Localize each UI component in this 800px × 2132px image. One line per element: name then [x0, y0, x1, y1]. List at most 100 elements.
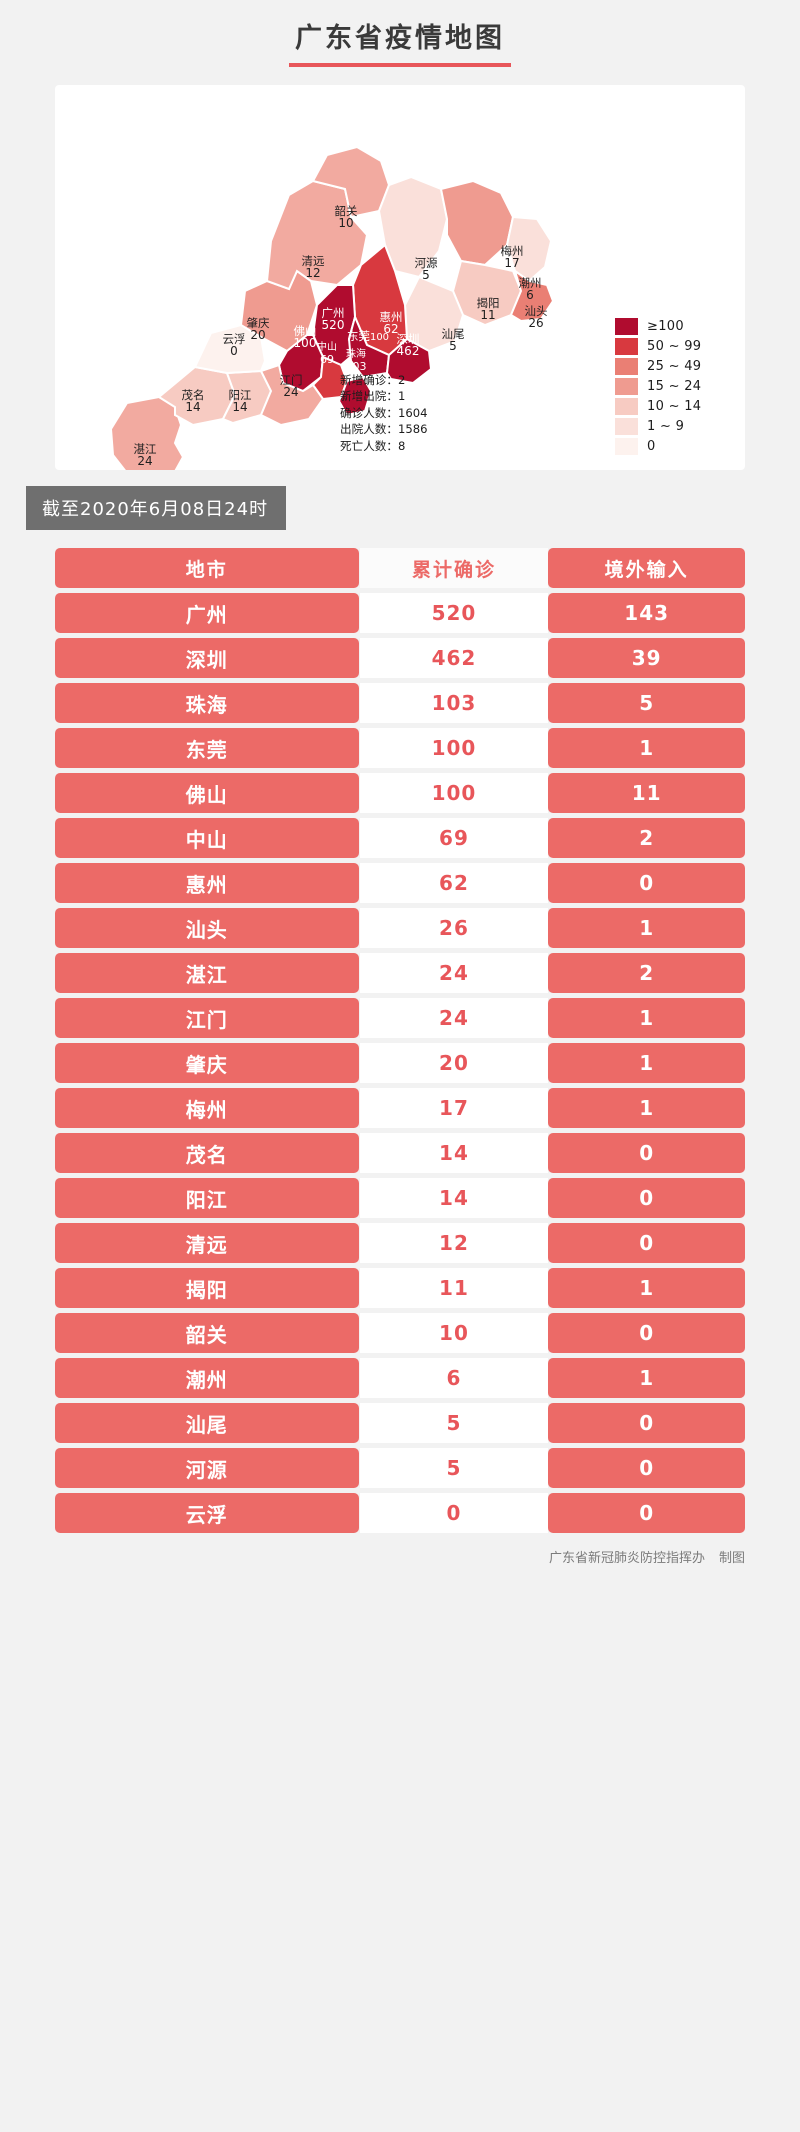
cell-confirmed: 24: [359, 998, 549, 1038]
legend-swatch-1-9: [615, 417, 638, 435]
cell-confirmed: 62: [359, 863, 549, 903]
legend-swatch-25-49: [615, 357, 638, 375]
map-legend: ≥100 50 ~ 99 25 ~ 49 15 ~ 24 10 ~ 14 1 ~…: [615, 316, 727, 456]
cell-imported: 11: [548, 773, 745, 813]
cell-city: 清远: [55, 1223, 359, 1263]
cell-city: 珠海: [55, 683, 359, 723]
cell-imported: 1: [548, 1268, 745, 1308]
legend-item: ≥100: [615, 316, 727, 336]
column-header-confirmed: 累计确诊: [359, 548, 549, 588]
cell-imported: 39: [548, 638, 745, 678]
cell-city: 深圳: [55, 638, 359, 678]
table-row: 广州 520 143: [55, 593, 745, 633]
cell-city: 东莞: [55, 728, 359, 768]
cell-imported: 0: [548, 1223, 745, 1263]
table-row: 中山 69 2: [55, 818, 745, 858]
region-shape-zhanjiang: [109, 395, 185, 470]
legend-item: 15 ~ 24: [615, 376, 727, 396]
region-shape-yunfu: [193, 323, 267, 375]
legend-item: 1 ~ 9: [615, 416, 727, 436]
cell-confirmed: 14: [359, 1133, 549, 1173]
table-row: 阳江 14 0: [55, 1178, 745, 1218]
cell-imported: 1: [548, 998, 745, 1038]
cell-confirmed: 17: [359, 1088, 549, 1128]
region-shape-heyuan: [377, 175, 449, 279]
table-row: 茂名 14 0: [55, 1133, 745, 1173]
region-shape-zhongshan: [311, 355, 349, 401]
cell-city: 茂名: [55, 1133, 359, 1173]
stat-total-confirmed: 确诊人数：1604: [340, 405, 428, 420]
table-row: 深圳 462 39: [55, 638, 745, 678]
legend-item: 0: [615, 436, 727, 456]
cell-city: 揭阳: [55, 1268, 359, 1308]
legend-label: ≥100: [647, 318, 684, 334]
cell-confirmed: 12: [359, 1223, 549, 1263]
table-row: 清远 12 0: [55, 1223, 745, 1263]
table-row: 肇庆 20 1: [55, 1043, 745, 1083]
table-row: 惠州 62 0: [55, 863, 745, 903]
cell-city: 佛山: [55, 773, 359, 813]
table-row: 河源 5 0: [55, 1448, 745, 1488]
cell-imported: 5: [548, 683, 745, 723]
cell-imported: 1: [548, 728, 745, 768]
cell-imported: 1: [548, 1358, 745, 1398]
table-row: 云浮 0 0: [55, 1493, 745, 1533]
cell-confirmed: 14: [359, 1178, 549, 1218]
stat-total-deaths: 死亡人数：8: [340, 438, 406, 453]
legend-label: 15 ~ 24: [647, 378, 702, 394]
legend-item: 50 ~ 99: [615, 336, 727, 356]
cell-city: 广州: [55, 593, 359, 633]
date-banner: 截至2020年6月08日24时: [26, 486, 287, 530]
footer-credit: 制图: [718, 1551, 745, 1566]
cell-imported: 1: [548, 1088, 745, 1128]
date-banner-row: 截至2020年6月08日24时: [0, 470, 800, 530]
table-row: 江门 24 1: [55, 998, 745, 1038]
cell-confirmed: 462: [359, 638, 549, 678]
cell-imported: 1: [548, 908, 745, 948]
page-title: 广东省疫情地图: [289, 16, 511, 67]
cell-confirmed: 6: [359, 1358, 549, 1398]
footer: 广东省新冠肺炎防控指挥办 制图: [0, 1547, 745, 1588]
cell-city: 湛江: [55, 953, 359, 993]
city-stats-table: 地市 累计确诊 境外输入 广州 520 143 深圳 462 39 珠海 103…: [55, 548, 745, 1533]
cell-confirmed: 5: [359, 1403, 549, 1443]
region-shape-meizhou: [439, 179, 515, 267]
region-shape-shantou: [509, 268, 555, 323]
legend-swatch-ge100: [615, 317, 638, 335]
cell-city: 韶关: [55, 1313, 359, 1353]
cell-imported: 0: [548, 1403, 745, 1443]
table-header-row: 地市 累计确诊 境外输入: [55, 548, 745, 588]
map-stats: 新增确诊：2 新增出院：1 确诊人数：1604 出院人数：1586 死亡人数：8: [340, 372, 427, 454]
legend-label: 10 ~ 14: [647, 398, 702, 414]
cell-confirmed: 103: [359, 683, 549, 723]
cell-confirmed: 69: [359, 818, 549, 858]
cell-imported: 1: [548, 1043, 745, 1083]
legend-label: 0: [647, 438, 656, 454]
cell-city: 汕尾: [55, 1403, 359, 1443]
table-row: 东莞 100 1: [55, 728, 745, 768]
cell-city: 河源: [55, 1448, 359, 1488]
cell-confirmed: 100: [359, 728, 549, 768]
cell-city: 中山: [55, 818, 359, 858]
legend-label: 50 ~ 99: [647, 338, 702, 354]
cell-city: 惠州: [55, 863, 359, 903]
cell-confirmed: 5: [359, 1448, 549, 1488]
cell-imported: 0: [548, 1313, 745, 1353]
title-container: 广东省疫情地图: [0, 0, 800, 67]
table-row: 韶关 10 0: [55, 1313, 745, 1353]
legend-swatch-50-99: [615, 337, 638, 355]
table-row: 汕头 26 1: [55, 908, 745, 948]
legend-swatch-zero: [615, 437, 638, 455]
column-header-city: 地市: [55, 548, 359, 588]
cell-city: 云浮: [55, 1493, 359, 1533]
cell-city: 梅州: [55, 1088, 359, 1128]
cell-city: 阳江: [55, 1178, 359, 1218]
cell-confirmed: 11: [359, 1268, 549, 1308]
map-shapes: [109, 145, 555, 470]
stat-new-discharged: 新增出院：1: [340, 389, 406, 404]
stat-new-confirmed: 新增确诊：2: [340, 372, 406, 387]
cell-imported: 0: [548, 1448, 745, 1488]
table-row: 揭阳 11 1: [55, 1268, 745, 1308]
region-shape-zhuhai: [337, 375, 373, 417]
